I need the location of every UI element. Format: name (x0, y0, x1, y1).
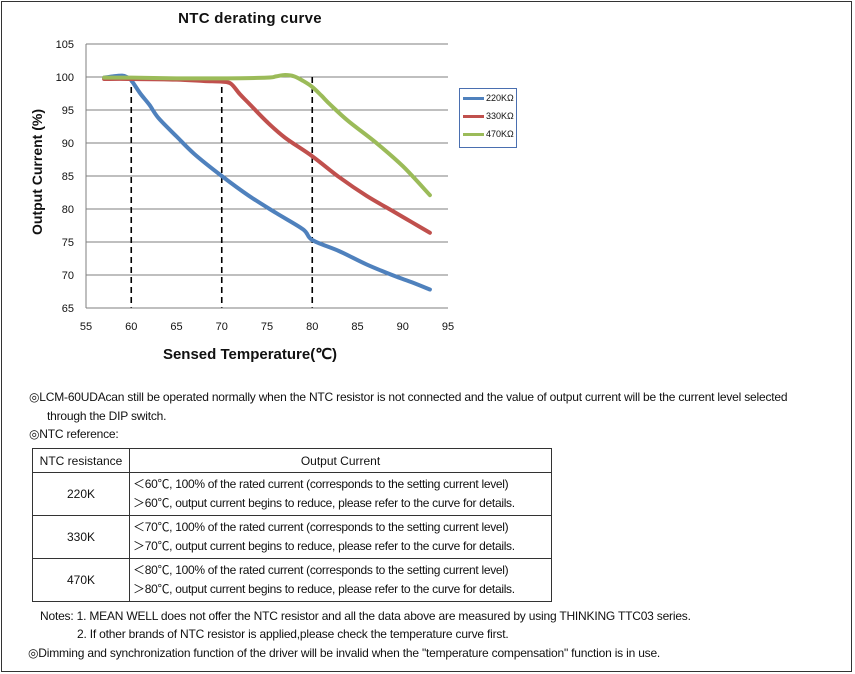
table-row: 470K ＜80℃, 100% of the rated current (co… (32, 558, 552, 602)
legend-label-220k: 220KΩ (486, 93, 514, 103)
cell-line: ＞70℃, output current begins to reduce, p… (133, 539, 515, 553)
legend-item-220k: 220KΩ (460, 89, 516, 107)
circle-mark-icon: ◎ (29, 427, 40, 441)
table-header-row: NTC resistance Output Current (32, 448, 552, 473)
cell-output-current: ＜80℃, 100% of the rated current (corresp… (129, 558, 552, 602)
y-tick-label: 95 (62, 105, 74, 117)
x-tick-label: 80 (306, 321, 318, 333)
ntc-reference-table: NTC resistance Output Current 220K ＜60℃,… (32, 448, 552, 602)
cell-output-current: ＜60℃, 100% of the rated current (corresp… (129, 472, 552, 516)
cell-resistance: 470K (32, 558, 130, 602)
circle-mark-icon: ◎ (29, 390, 40, 404)
table-row: 330K ＜70℃, 100% of the rated current (co… (32, 515, 552, 559)
cell-line: ＞80℃, output current begins to reduce, p… (133, 582, 515, 596)
legend-item-330k: 330KΩ (460, 107, 516, 125)
cell-line: ＜60℃, 100% of the rated current (corresp… (133, 477, 509, 491)
series-line-220k (102, 73, 432, 292)
footer-note-2: 2. If other brands of NTC resistor is ap… (77, 627, 509, 641)
y-tick-label: 70 (62, 270, 74, 282)
legend-label-330k: 330KΩ (486, 111, 514, 121)
x-tick-label: 85 (351, 321, 363, 333)
x-axis-label: Sensed Temperature(℃) (162, 346, 338, 363)
chart-legend: 220KΩ 330KΩ 470KΩ (459, 88, 517, 148)
x-tick-label: 75 (261, 321, 273, 333)
y-axis-label: Output Current (%) (29, 109, 45, 235)
footer-dimming-note: ◎Dimming and synchronization function of… (28, 645, 660, 661)
legend-item-470k: 470KΩ (460, 125, 516, 143)
x-tick-label: 95 (442, 321, 454, 333)
y-tick-label: 75 (62, 237, 74, 249)
legend-swatch-220k (463, 97, 484, 100)
cell-output-current: ＜70℃, 100% of the rated current (corresp… (129, 515, 552, 559)
legend-swatch-330k (463, 115, 484, 118)
note-ntc-reference: ◎NTC reference: (29, 425, 119, 443)
x-tick-label: 70 (216, 321, 228, 333)
header-output-current: Output Current (129, 448, 552, 473)
x-tick-label: 55 (80, 321, 92, 333)
y-tick-label: 80 (62, 204, 74, 216)
footer-dimming-text: Dimming and synchronization function of … (38, 646, 661, 660)
legend-label-470k: 470KΩ (486, 129, 514, 139)
cell-resistance: 330K (32, 515, 130, 559)
note-dip-switch-line1: LCM-60UDAcan still be operated normally … (39, 390, 788, 404)
derating-chart: 65 70 75 80 85 90 95 100 105 55 60 65 70 75 80 85 90 95 (56, 39, 454, 333)
note-dip-switch-line2: through the DIP switch. (47, 409, 167, 423)
footer-note-1: Notes: 1. MEAN WELL does not offer the N… (40, 609, 691, 623)
note-dip-switch: ◎LCM-60UDAcan still be operated normally… (29, 388, 788, 406)
series-line-470k (102, 73, 432, 198)
table-row: 220K ＜60℃, 100% of the rated current (co… (32, 472, 552, 516)
y-tick-label: 65 (62, 303, 74, 315)
y-tick-label: 90 (62, 138, 74, 150)
note-ntc-reference-text: NTC reference: (39, 427, 119, 441)
x-tick-label: 65 (170, 321, 182, 333)
cell-line: ＞60℃, output current begins to reduce, p… (133, 496, 515, 510)
circle-mark-icon: ◎ (28, 646, 39, 660)
cell-resistance: 220K (32, 472, 130, 516)
x-tick-label: 60 (125, 321, 137, 333)
y-tick-label: 100 (56, 72, 74, 84)
header-ntc-resistance: NTC resistance (32, 448, 130, 473)
cell-line: ＜80℃, 100% of the rated current (corresp… (133, 563, 509, 577)
x-tick-label: 90 (397, 321, 409, 333)
cell-line: ＜70℃, 100% of the rated current (corresp… (133, 520, 509, 534)
legend-swatch-470k (463, 133, 484, 136)
y-tick-label: 85 (62, 171, 74, 183)
y-tick-label: 105 (56, 39, 74, 51)
chart-title: NTC derating curve (178, 10, 322, 27)
